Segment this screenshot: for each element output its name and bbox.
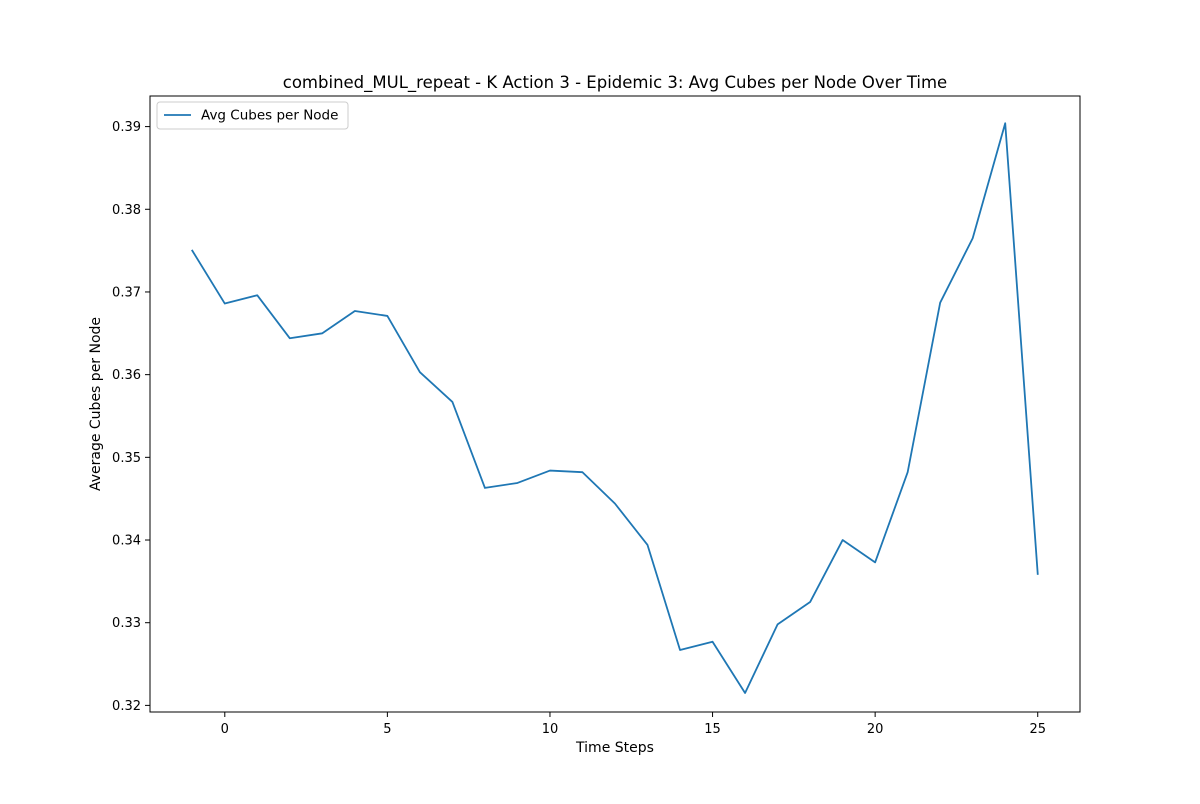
series-line-0: [191, 122, 1039, 694]
x-axis-label: Time Steps: [575, 740, 654, 756]
y-tick-label: 0.36: [112, 368, 141, 383]
x-axis-ticks: 0 5 10 15 20 25: [221, 712, 1046, 737]
y-axis-ticks: 0.32 0.33 0.34 0.35 0.36 0.37 0.38 0.39: [112, 120, 150, 714]
legend-label: Avg Cubes per Node: [201, 108, 338, 124]
legend: Avg Cubes per Node: [156, 101, 349, 130]
y-tick-label: 0.35: [112, 451, 141, 466]
x-tick-label: 0: [221, 722, 229, 737]
y-tick-label: 0.38: [112, 203, 141, 218]
series-layer: [191, 122, 1039, 694]
x-tick-label: 15: [704, 722, 721, 737]
x-tick-label: 25: [1029, 722, 1046, 737]
x-tick-label: 5: [383, 722, 391, 737]
y-tick-label: 0.37: [112, 285, 141, 300]
chart-title: combined_MUL_repeat - K Action 3 - Epide…: [283, 73, 947, 93]
x-tick-label: 20: [867, 722, 884, 737]
x-tick-label: 10: [542, 722, 559, 737]
legend-box: [156, 101, 349, 130]
y-tick-label: 0.32: [112, 699, 141, 714]
y-tick-label: 0.33: [112, 616, 141, 631]
y-axis-label: Average Cubes per Node: [88, 317, 104, 491]
y-tick-label: 0.39: [112, 120, 141, 135]
y-tick-label: 0.34: [112, 534, 141, 549]
plot-area-frame: [149, 95, 1081, 713]
